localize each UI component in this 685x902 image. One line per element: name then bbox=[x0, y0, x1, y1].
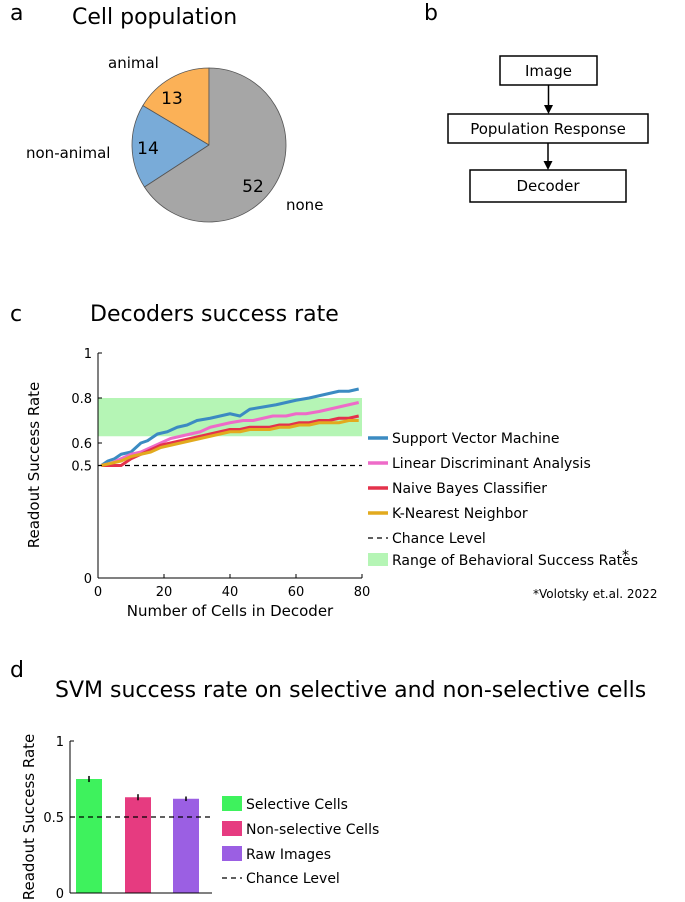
flow-arrowhead-2 bbox=[543, 161, 553, 170]
x-tick-label: 20 bbox=[156, 585, 173, 600]
y-tick-label: 0.5 bbox=[71, 460, 92, 475]
legend-label-lda: Linear Discriminant Analysis bbox=[392, 456, 591, 472]
bar-chart: SVM success rate on selective and non-se… bbox=[20, 678, 646, 902]
y-tick-label: 0.8 bbox=[71, 392, 92, 407]
legend-label-bar-chance: Chance Level bbox=[246, 871, 340, 887]
legend-label-raw-images: Raw Images bbox=[246, 847, 331, 863]
legend-label-selective: Selective Cells bbox=[246, 797, 348, 813]
pie-value-none: 52 bbox=[242, 177, 264, 197]
pie-label-non-animal: non-animal bbox=[26, 144, 110, 162]
line-chart-title: Decoders success rate bbox=[90, 302, 339, 327]
legend-label-band: Range of Behavioral Success Rates bbox=[392, 553, 638, 569]
series-line-k-nearest-neighbor bbox=[100, 419, 359, 467]
x-tick-label: 40 bbox=[222, 585, 239, 600]
bar-raw-images bbox=[173, 798, 199, 893]
node-decoder-box bbox=[469, 169, 627, 203]
series-line-linear-discriminant-analysis bbox=[100, 401, 360, 467]
legend-label-chance: Chance Level bbox=[392, 531, 486, 547]
pie-slice-none bbox=[143, 67, 287, 223]
pie-label-none: none bbox=[286, 196, 323, 214]
pie-chart: Cell population animal non-animal none 1… bbox=[26, 5, 323, 223]
legend-band-marker: * bbox=[622, 548, 629, 564]
bar-legend: Selective Cells Non-selective Cells Raw … bbox=[222, 796, 379, 887]
y-tick-label: 0 bbox=[84, 572, 92, 587]
legend-label-knn: K-Nearest Neighbor bbox=[392, 506, 528, 522]
legend-label-naive-bayes: Naive Bayes Classifier bbox=[392, 481, 547, 497]
pie-value-non-animal: 14 bbox=[137, 139, 159, 159]
bar-y-tick-label: 0.5 bbox=[43, 811, 64, 826]
x-tick-label: 60 bbox=[288, 585, 305, 600]
bar-non-selective-cells bbox=[125, 797, 151, 893]
node-decoder-label: Decoder bbox=[516, 177, 580, 195]
footnote: *Volotsky et.al. 2022 bbox=[533, 587, 657, 601]
bar-chart-title: SVM success rate on selective and non-se… bbox=[55, 678, 646, 703]
line-y-axis-label: Readout Success Rate bbox=[25, 382, 43, 549]
x-tick-label: 80 bbox=[354, 585, 371, 600]
bar-selective-cells bbox=[76, 779, 102, 893]
line-x-axis-label: Number of Cells in Decoder bbox=[127, 602, 334, 620]
y-tick-label: 0.6 bbox=[71, 437, 92, 452]
bar-y-tick-label: 1 bbox=[56, 735, 64, 750]
pie-title: Cell population bbox=[72, 5, 237, 30]
pie-value-animal: 13 bbox=[161, 89, 183, 109]
x-tick-label: 0 bbox=[94, 585, 102, 600]
panel-letter-b: b bbox=[424, 1, 438, 26]
legend-swatch-raw-images bbox=[222, 846, 242, 861]
bar-y-axis-label: Readout Success Rate bbox=[20, 734, 38, 901]
node-image-box bbox=[499, 55, 598, 86]
pie-slice-animal bbox=[142, 67, 210, 146]
flow-diagram: Image Population Response Decoder bbox=[447, 55, 649, 203]
legend-swatch-band bbox=[368, 553, 388, 566]
legend-swatch-non-selective bbox=[222, 821, 242, 836]
panel-letter-d: d bbox=[10, 658, 24, 683]
pie-label-animal: animal bbox=[108, 54, 159, 72]
node-image-label: Image bbox=[525, 62, 572, 80]
series-line-support-vector-machine bbox=[100, 387, 360, 467]
flow-arrowhead-1 bbox=[544, 105, 553, 114]
bar-y-tick-label: 0 bbox=[56, 887, 64, 902]
legend-swatch-selective bbox=[222, 796, 242, 811]
line-chart: Decoders success rate 0 20 40 60 80 0 0.5 0.6 0… bbox=[25, 302, 657, 620]
panel-letter-a: a bbox=[10, 1, 23, 26]
pie-slice-non-animal bbox=[131, 105, 210, 188]
legend-label-svm: Support Vector Machine bbox=[392, 431, 559, 447]
panel-letter-c: c bbox=[10, 302, 22, 327]
y-tick-label: 1 bbox=[84, 347, 92, 362]
line-legend: Support Vector Machine Linear Discrimina… bbox=[368, 431, 638, 569]
node-population-box bbox=[447, 113, 649, 144]
node-population-label: Population Response bbox=[470, 120, 626, 138]
legend-label-non-selective: Non-selective Cells bbox=[246, 822, 379, 838]
